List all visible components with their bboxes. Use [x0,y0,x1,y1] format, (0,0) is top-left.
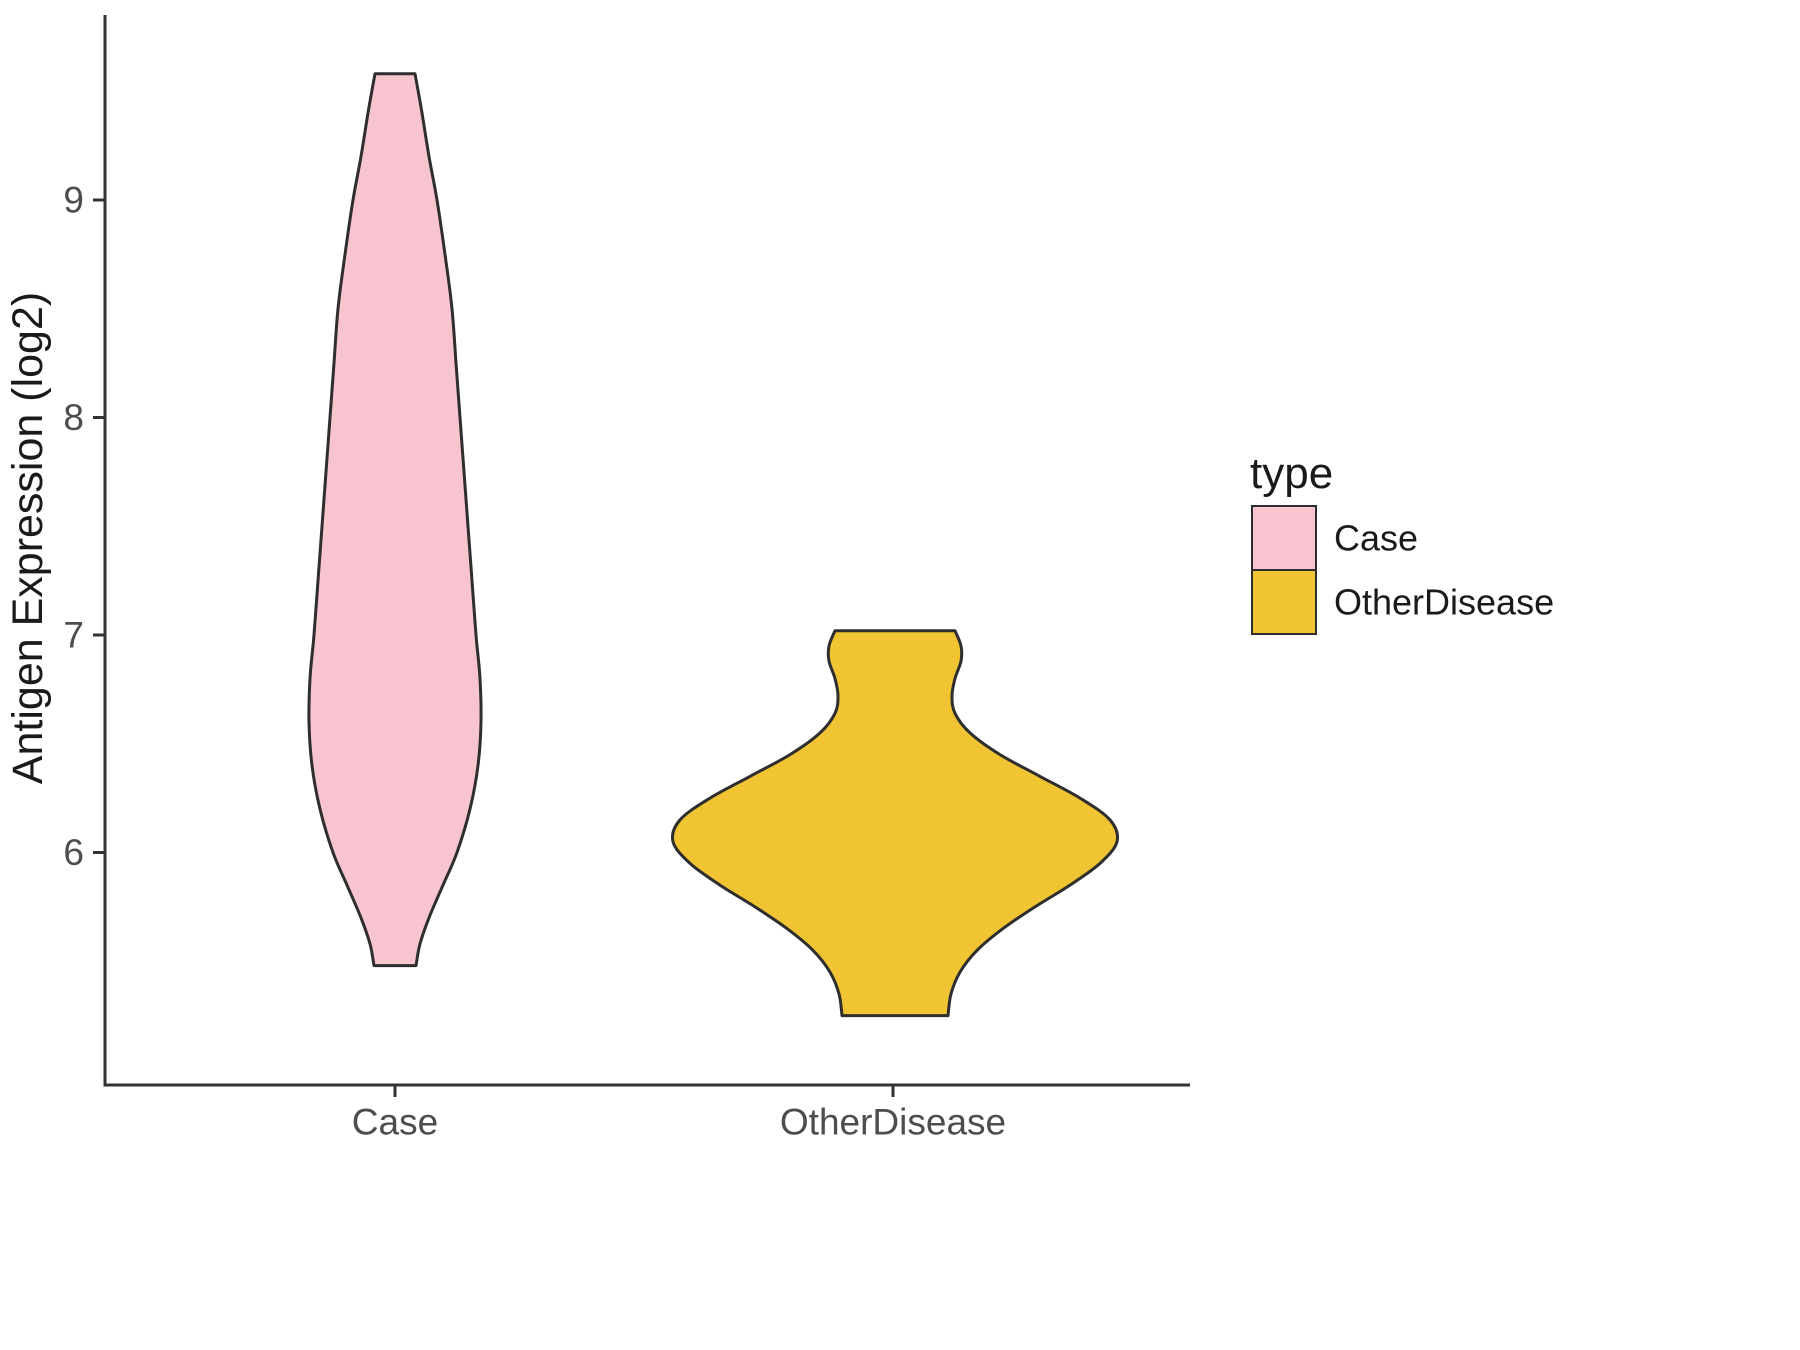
y-tick-label: 6 [63,832,84,873]
legend-swatch-otherdisease [1251,569,1317,635]
violin-otherdisease [671,629,1119,1018]
violin-case [307,72,483,968]
x-tick-label-otherdisease: OtherDisease [780,1101,1006,1142]
y-tick-label: 8 [63,397,84,438]
legend-label-case: Case [1334,518,1418,559]
legend-label-otherdisease: OtherDisease [1334,582,1554,623]
legend: type Case OtherDisease [1250,449,1554,635]
y-tick-label: 7 [63,615,84,656]
legend-swatch-case [1251,505,1317,571]
x-tick-label-case: Case [352,1101,438,1142]
y-tick-label: 9 [63,180,84,221]
violin-shapes [307,72,1119,1018]
legend-title: type [1250,449,1333,498]
y-axis-title: Antigen Expression (log2) [4,292,52,784]
